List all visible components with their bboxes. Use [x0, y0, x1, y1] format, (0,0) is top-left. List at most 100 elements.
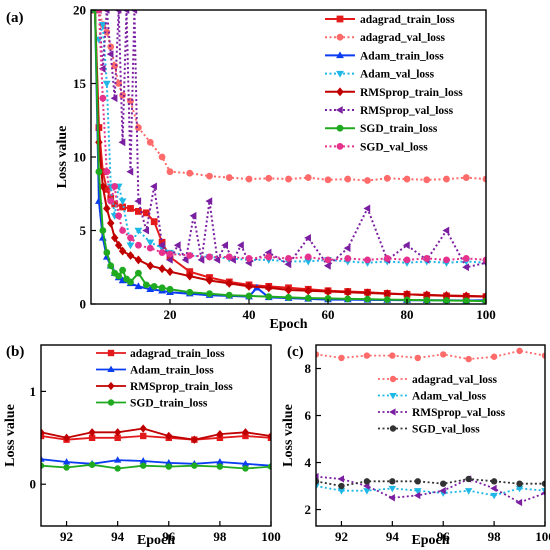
data-point — [115, 212, 123, 220]
data-point — [146, 285, 155, 293]
data-point — [221, 241, 229, 250]
data-point — [344, 287, 352, 297]
legend-marker — [389, 425, 397, 432]
data-point — [135, 241, 142, 249]
data-point — [158, 238, 166, 246]
data-point — [41, 455, 45, 462]
data-point — [150, 182, 157, 191]
data-point — [462, 255, 470, 262]
legend-entry: Adam_val_loss — [412, 391, 487, 403]
data-point — [158, 264, 166, 274]
data-point — [135, 207, 142, 215]
data-point — [490, 353, 498, 360]
data-point — [103, 28, 111, 36]
legend-entry: RMSprop_train_loss — [360, 87, 463, 99]
data-point — [150, 282, 158, 290]
series-line — [41, 435, 271, 441]
x-axis-title: Epoch — [269, 317, 307, 332]
data-point — [304, 233, 311, 242]
data-point — [515, 498, 523, 507]
data-point — [99, 181, 107, 191]
data-point — [541, 352, 545, 359]
data-point — [364, 177, 371, 184]
data-point — [142, 226, 150, 235]
y-tick-label: 5 — [80, 223, 87, 238]
panel-label: (c) — [287, 344, 304, 360]
data-point — [95, 10, 103, 14]
data-point — [191, 462, 198, 469]
legend-entry: RMSprop_val_loss — [412, 407, 506, 419]
data-point — [316, 351, 320, 358]
data-point — [316, 483, 320, 490]
data-point — [285, 175, 292, 183]
data-point — [146, 244, 154, 252]
y-tick-label: 6 — [305, 408, 312, 423]
legend-marker — [336, 33, 344, 41]
data-point — [338, 482, 345, 490]
data-point — [216, 463, 224, 470]
data-point — [442, 226, 450, 235]
data-point — [166, 285, 174, 293]
legend-marker — [389, 375, 397, 383]
data-point — [114, 465, 121, 472]
data-point — [403, 256, 411, 264]
x-tick-label: 40 — [243, 307, 256, 322]
x-tick-label: 80 — [401, 307, 414, 322]
data-point — [119, 227, 126, 234]
legend-entry: SGD_val_loss — [412, 424, 480, 436]
legend-marker — [336, 51, 344, 59]
data-point — [118, 246, 127, 256]
data-point — [389, 352, 396, 359]
data-point — [440, 480, 447, 487]
legend-entry: Adam_train_loss — [130, 365, 214, 377]
data-point — [413, 491, 421, 500]
data-point — [139, 457, 147, 464]
series-line — [97, 10, 486, 182]
data-point — [103, 204, 111, 213]
data-point — [237, 241, 244, 250]
data-point — [189, 211, 197, 220]
legend: adagrad_train_loss Adam_train_loss RMSprop… — [96, 348, 233, 410]
data-point — [118, 138, 126, 147]
data-point — [516, 480, 523, 487]
panel-0: 20 40 60 80 100 0 5 10 15 20 Epoch Loss value (a) ada… — [6, 3, 496, 333]
data-point — [99, 94, 107, 102]
data-point — [343, 244, 351, 253]
x-tick-label: 20 — [164, 307, 177, 322]
data-point — [134, 227, 143, 235]
data-point — [62, 458, 71, 465]
data-point — [99, 227, 107, 234]
legend-entry: adagrad_val_loss — [412, 374, 498, 386]
data-point — [304, 286, 312, 296]
data-point — [363, 204, 371, 213]
data-point — [414, 478, 421, 485]
data-point — [99, 168, 107, 176]
data-point — [206, 290, 213, 298]
data-point — [41, 462, 45, 469]
series-group — [316, 347, 545, 507]
data-point — [541, 490, 545, 496]
x-axis-title: Epoch — [411, 533, 449, 548]
data-point — [465, 475, 472, 483]
data-point — [134, 282, 143, 290]
data-point — [344, 255, 352, 262]
data-point — [114, 10, 122, 14]
data-point — [114, 240, 123, 250]
data-point — [337, 475, 345, 483]
data-point — [166, 250, 174, 258]
x-tick-label: 100 — [261, 529, 281, 544]
data-point — [63, 464, 70, 471]
data-point — [115, 272, 123, 280]
x-tick-label: 94 — [111, 529, 125, 544]
series-line — [41, 458, 271, 467]
data-point — [363, 352, 371, 359]
data-point — [241, 459, 250, 467]
data-point — [158, 241, 165, 250]
legend-entry: Adam_train_loss — [360, 50, 444, 62]
data-point — [285, 255, 292, 262]
data-point — [88, 434, 96, 442]
data-point — [216, 458, 224, 465]
data-point — [403, 175, 411, 183]
data-point — [127, 278, 134, 286]
